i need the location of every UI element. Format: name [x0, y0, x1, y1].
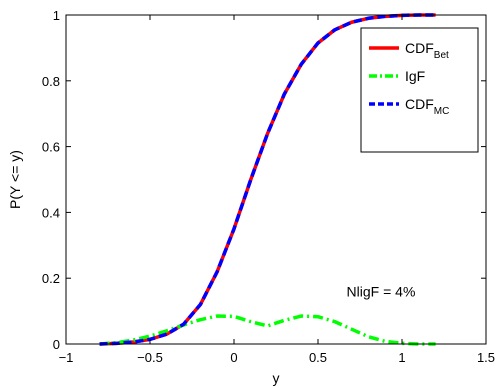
legend-label-igf: IgF [405, 68, 425, 84]
x-tick-label: 0 [230, 350, 237, 365]
y-axis-label: P(Y <= y) [7, 150, 23, 209]
x-axis-label: y [273, 370, 280, 386]
y-tick-label: 0.8 [42, 74, 60, 89]
x-tick-label: 0.5 [309, 350, 327, 365]
x-tick-label: 1 [398, 350, 405, 365]
y-tick-label: 0.2 [42, 271, 60, 286]
y-tick-label: 0 [53, 337, 60, 352]
y-tick-label: 0.4 [42, 205, 60, 220]
y-tick-label: 1 [53, 8, 60, 23]
annotation-nligf: NligF = 4% [347, 283, 416, 299]
x-tick-label: −1 [59, 350, 74, 365]
x-tick-label: −0.5 [137, 350, 163, 365]
x-tick-label: 1.5 [477, 350, 495, 365]
y-tick-label: 0.6 [42, 140, 60, 155]
